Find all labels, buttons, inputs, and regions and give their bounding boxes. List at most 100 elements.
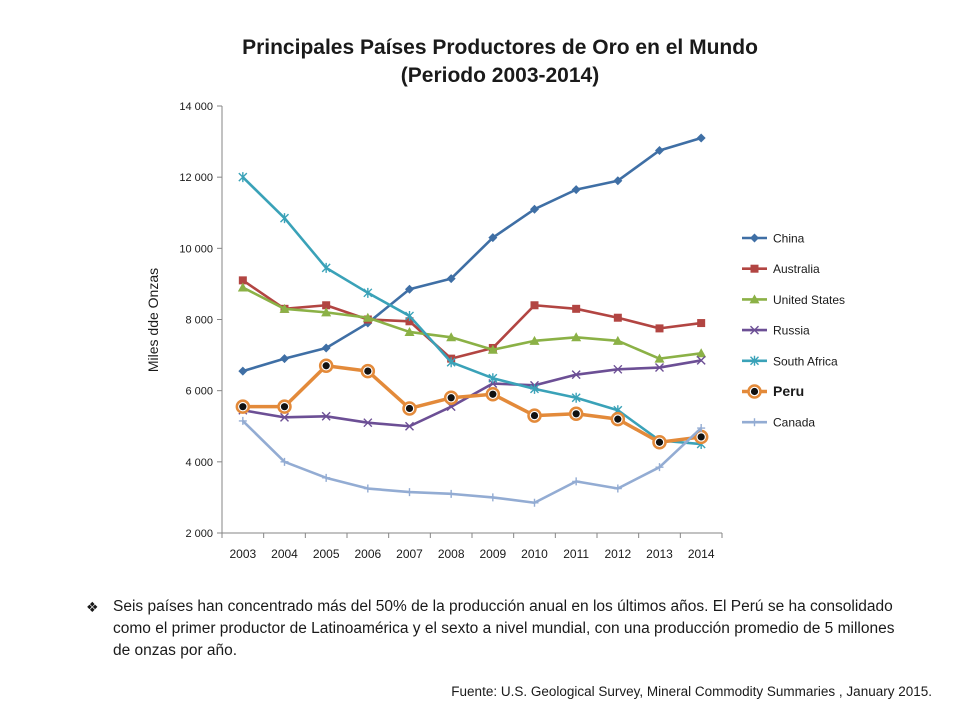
data-point-china (530, 204, 539, 214)
x-tick-label: 2009 (479, 547, 506, 561)
data-point-united-states (696, 348, 707, 358)
data-point-australia (530, 301, 539, 310)
data-point-china (696, 133, 706, 143)
data-point-australia (613, 313, 622, 322)
data-point-canada (530, 498, 539, 507)
y-tick-label: 2 000 (185, 528, 213, 540)
data-point-russia (696, 355, 706, 365)
legend-item-russia: Russia (742, 324, 810, 338)
data-point-china (571, 185, 581, 195)
series-line-australia (242, 279, 702, 360)
x-tick-label: 2003 (229, 547, 256, 561)
data-point-china (321, 343, 331, 353)
legend-marker (750, 233, 759, 243)
x-tick-label: 2005 (313, 547, 340, 561)
data-point-canada (405, 488, 414, 497)
data-point-peru (235, 399, 251, 414)
data-point-australia (697, 319, 706, 328)
data-point-peru (318, 358, 334, 374)
data-point-united-states (362, 312, 373, 322)
data-point-canada (488, 493, 497, 502)
data-point-peru (693, 429, 709, 445)
data-point-china (446, 274, 456, 284)
data-point-united-states (529, 335, 540, 345)
series-russia (238, 355, 706, 431)
series-line-peru (242, 364, 702, 445)
note-text: Seis países han concentrado más del 50% … (113, 598, 895, 659)
legend-marker (750, 418, 759, 427)
axes: 2 000 4 000 6 000 8 000 10 000 12 000 14 000 20… (179, 101, 723, 561)
data-point-russia (405, 421, 414, 431)
series-united-states (237, 282, 707, 363)
data-point-united-states (237, 282, 248, 292)
data-point-united-states (612, 335, 623, 345)
gold-production-chart: Principales Países Productores de Oro en… (145, 36, 845, 561)
data-point-peru (443, 390, 459, 406)
series-canada (238, 416, 706, 507)
legend-label: Australia (773, 262, 820, 276)
x-tick-label: 2007 (396, 547, 423, 561)
data-point-south-africa (446, 357, 456, 368)
series-australia (238, 276, 706, 363)
legend-marker (747, 384, 762, 399)
legend-label: United States (773, 293, 845, 307)
series-line-canada (241, 419, 703, 505)
data-point-russia (571, 370, 581, 380)
y-tick-label: 6 000 (185, 386, 213, 398)
y-tick-label: 14 000 (179, 101, 213, 113)
data-point-canada (697, 424, 706, 433)
series-peru (235, 358, 709, 450)
data-point-canada (322, 473, 331, 482)
data-point-russia (613, 364, 623, 374)
data-point-australia (405, 317, 414, 326)
y-tick-label: 10 000 (179, 243, 213, 255)
x-tick-label: 2004 (271, 547, 298, 561)
data-point-russia (655, 363, 664, 373)
data-point-peru (402, 401, 417, 416)
y-tick-label: 4 000 (185, 457, 213, 469)
data-point-australia (238, 276, 247, 285)
legend-label: South Africa (773, 354, 838, 368)
legend-item-china: China (742, 232, 805, 246)
data-point-china (613, 176, 623, 186)
data-point-canada (655, 463, 664, 472)
data-point-south-africa (571, 392, 581, 403)
x-tick-label: 2011 (563, 547, 589, 561)
x-tick-label: 2010 (521, 547, 548, 561)
legend-marker (749, 294, 760, 304)
legend-item-australia: Australia (742, 262, 820, 276)
legend-marker (750, 325, 759, 335)
series-line-china (242, 136, 702, 373)
series-line-south-africa (241, 176, 702, 446)
data-point-united-states (321, 307, 332, 317)
data-point-south-africa (363, 287, 373, 298)
data-point-canada (447, 489, 456, 498)
data-point-peru (277, 399, 292, 414)
data-point-south-africa (530, 383, 539, 394)
data-point-united-states (404, 326, 415, 336)
x-tick-label: 2013 (646, 547, 673, 561)
x-tick-label: 2012 (604, 547, 631, 561)
data-point-russia (321, 411, 331, 421)
data-point-united-states (487, 344, 498, 354)
data-point-south-africa (321, 262, 331, 273)
legend-marker (750, 355, 759, 366)
data-point-south-africa (405, 310, 414, 321)
legend-label: Russia (773, 324, 810, 338)
x-tick-label: 2014 (688, 547, 715, 561)
data-point-canada (238, 416, 247, 425)
data-point-south-africa (238, 172, 248, 183)
data-point-canada (363, 484, 372, 493)
legend-label: Canada (773, 416, 815, 430)
data-point-russia (363, 418, 373, 428)
chart-title-line-2: (Periodo 2003-2014) (401, 64, 599, 87)
note-paragraph: ❖ Seis países han concentrado más del 50… (86, 596, 906, 662)
y-tick-label: 8 000 (185, 315, 213, 327)
data-point-south-africa (280, 213, 289, 224)
legend-item-peru: Peru (742, 383, 804, 399)
chart-title-line-1: Principales Países Productores de Oro en… (242, 36, 758, 59)
data-point-peru (652, 435, 667, 450)
data-point-australia (655, 324, 664, 333)
data-point-peru (527, 408, 542, 423)
data-point-peru (610, 411, 626, 427)
